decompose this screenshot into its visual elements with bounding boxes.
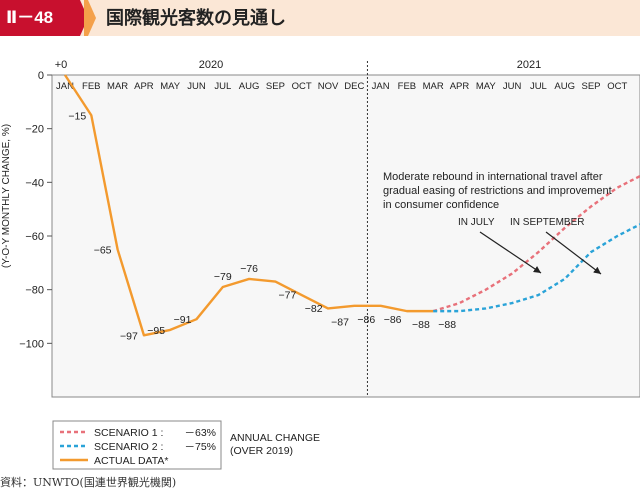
data-label: −15 <box>68 110 86 122</box>
data-label: −88 <box>438 319 456 331</box>
month-tick-label: MAR <box>107 81 128 92</box>
legend-label: SCENARIO 2 : <box>94 441 163 453</box>
month-tick-label: FEB <box>82 81 100 92</box>
data-label: −76 <box>240 263 258 275</box>
month-tick-label: JAN <box>372 81 390 92</box>
arrow-july <box>479 231 542 274</box>
figure-header: Ⅱ－48 国際観光客数の見通し <box>0 0 640 36</box>
month-tick-label: OCT <box>607 81 627 92</box>
data-label: −77 <box>278 290 296 302</box>
data-label: −97 <box>120 330 138 342</box>
annotation-text: Moderate rebound in international travel… <box>383 171 603 183</box>
figure-number-badge: Ⅱ－48 <box>0 0 88 36</box>
data-label: −65 <box>94 244 112 256</box>
y-tick-label: 0 <box>38 70 44 82</box>
month-tick-label: MAY <box>476 81 497 92</box>
data-label: −91 <box>174 314 192 326</box>
data-label: −88 <box>412 319 430 331</box>
month-tick-label: AUG <box>239 81 260 92</box>
month-tick-label: AUG <box>554 81 575 92</box>
arrow-label-september: IN SEPTEMBER <box>510 217 584 228</box>
month-tick-label: SEP <box>581 81 600 92</box>
legend-annual-change-label: ANNUAL CHANGE <box>230 432 320 444</box>
month-tick-label: APR <box>450 81 470 92</box>
month-tick-label: SEP <box>266 81 285 92</box>
start-value-label: +0 <box>55 59 68 71</box>
y-tick-label: −80 <box>25 285 44 297</box>
arrow-label-july: IN JULY <box>458 217 495 228</box>
month-tick-label: OCT <box>292 81 312 92</box>
scenario-1-line <box>432 174 640 313</box>
data-label: −79 <box>214 271 232 283</box>
legend-label: SCENARIO 1 : <box>94 427 163 439</box>
y-tick-label: −40 <box>25 177 44 189</box>
page-title: 国際観光客数の見通し <box>106 8 286 28</box>
legend-value: －75% <box>184 441 216 453</box>
y-tick-label: −60 <box>25 231 44 243</box>
legend-value: －63% <box>184 427 216 439</box>
month-tick-label: FEB <box>398 81 416 92</box>
annotation-text: gradual easing of restrictions and impro… <box>383 185 612 197</box>
month-tick-label: JUN <box>187 81 206 92</box>
data-label: −95 <box>147 325 165 337</box>
data-label: −87 <box>331 316 349 328</box>
month-tick-label: JUL <box>214 81 231 92</box>
legend-label: ACTUAL DATA* <box>94 455 168 467</box>
month-tick-label: JUL <box>530 81 547 92</box>
badge-arrow-tip <box>84 0 96 36</box>
month-tick-label: JUN <box>503 81 522 92</box>
y-tick-label: −100 <box>19 338 44 350</box>
data-label: −86 <box>384 314 402 326</box>
data-label: −82 <box>305 303 323 315</box>
annotation-text: in consumer confidence <box>383 199 499 211</box>
arrow-september <box>545 231 602 275</box>
month-tick-label: MAY <box>160 81 181 92</box>
y-axis-label: (Y-O-Y MONTHLY CHANGE, %) <box>1 124 12 268</box>
legend-annual-change-label: (OVER 2019) <box>230 445 293 457</box>
year-label-2020: 2020 <box>199 59 223 71</box>
y-tick-label: −20 <box>25 124 44 136</box>
source-note: 資料：UNWTO(国連世界観光機関) <box>0 476 177 489</box>
month-tick-label: MAR <box>423 81 444 92</box>
chart-svg: 0 −20 −40 −60 −80 −100 (Y-O-Y MONTHLY CHANGE, … <box>1 59 640 470</box>
actual-data-line <box>63 74 434 337</box>
plot-area <box>51 74 640 398</box>
month-tick-label: JAN <box>56 81 74 92</box>
data-label: −86 <box>357 314 375 326</box>
scenario-2-line <box>433 223 640 313</box>
month-tick-label: APR <box>134 81 154 92</box>
month-tick-label: DEC <box>344 81 364 92</box>
month-tick-label: NOV <box>318 81 339 92</box>
year-label-2021: 2021 <box>517 59 541 71</box>
